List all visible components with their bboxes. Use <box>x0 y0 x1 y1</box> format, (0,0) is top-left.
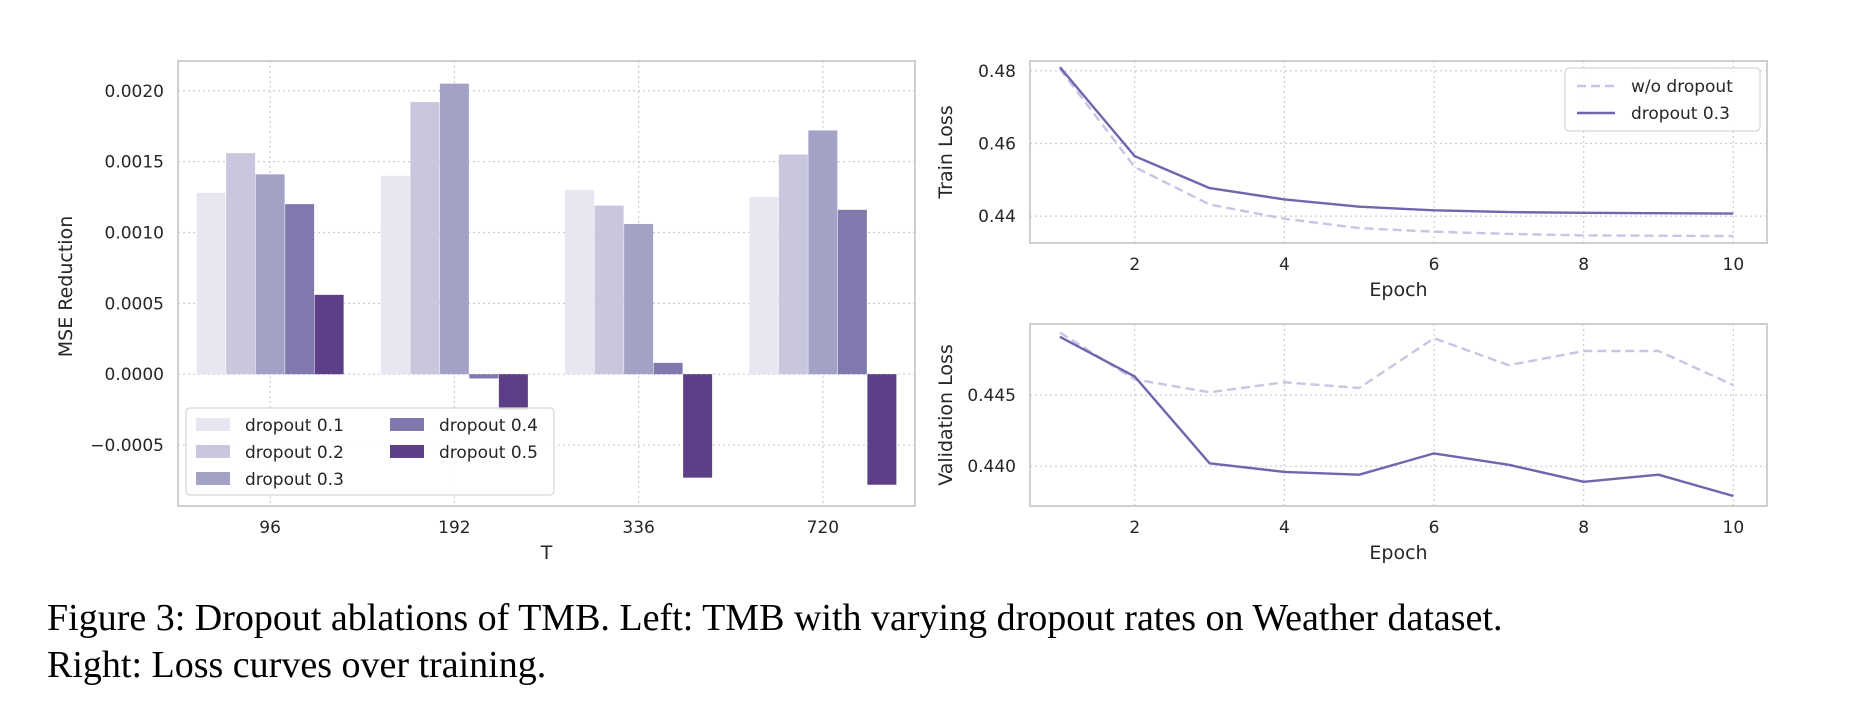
caption-line-2: Right: Loss curves over training. <box>47 644 547 686</box>
legend-label: dropout 0.4 <box>439 416 538 436</box>
x-tick-label: 720 <box>807 518 839 538</box>
bar <box>624 223 654 375</box>
legend-box <box>1564 67 1761 132</box>
y-tick-label: 0.0010 <box>105 223 164 243</box>
x-tick-label: 2 <box>1129 518 1140 538</box>
validation-loss-panel: 2 4 6 8 10 0.440 0.445 Epoch Validation Loss <box>935 323 1768 564</box>
bar <box>683 374 713 478</box>
bar <box>380 175 410 375</box>
legend-label: dropout 0.5 <box>439 443 538 463</box>
plot-frame <box>1029 323 1768 507</box>
bar <box>749 197 779 375</box>
legend-label: dropout 0.1 <box>245 416 344 436</box>
bar <box>653 362 683 375</box>
train-loss-panel: 2 4 6 8 10 0.44 0.46 0.48 Epoch Train Loss w/o dro… <box>935 60 1768 301</box>
series-line <box>1059 331 1734 394</box>
x-tick-label: 6 <box>1429 255 1440 275</box>
x-tick-label: 96 <box>259 518 281 538</box>
series-line <box>1058 66 1734 215</box>
bar <box>196 192 226 375</box>
bar <box>226 153 256 375</box>
y-tick-label: 0.0000 <box>105 365 164 385</box>
legend-swatch <box>196 418 230 431</box>
legend-label: dropout 0.2 <box>245 443 344 463</box>
x-tick-label: 4 <box>1279 518 1290 538</box>
bar <box>808 130 838 375</box>
y-axis-label: Train Loss <box>935 105 957 199</box>
x-axis-label: Epoch <box>1369 542 1427 564</box>
bar <box>867 374 897 485</box>
y-tick-label: 0.48 <box>978 62 1016 82</box>
bar <box>439 83 469 375</box>
bar <box>255 174 285 375</box>
y-tick-label: 0.0015 <box>105 153 164 173</box>
plot-frame <box>1029 60 1768 244</box>
legend: dropout 0.1 dropout 0.2 dropout 0.3 dropout… <box>185 407 555 496</box>
bar <box>778 154 808 375</box>
legend-swatch <box>390 445 424 458</box>
legend-swatch <box>390 418 424 431</box>
x-axis-label: T <box>540 542 553 564</box>
x-axis-label: Epoch <box>1369 279 1427 301</box>
figure: −0.0005 0.0000 0.0005 0.0010 0.0015 0.0020 96 1… <box>55 60 1768 564</box>
x-tick-label: 8 <box>1578 255 1589 275</box>
x-tick-label: 4 <box>1279 255 1290 275</box>
x-tick-label: 6 <box>1429 518 1440 538</box>
bar-chart-panel: −0.0005 0.0000 0.0005 0.0010 0.0015 0.0020 96 1… <box>55 60 916 564</box>
x-tick-label: 2 <box>1129 255 1140 275</box>
bar <box>410 102 440 375</box>
x-tick-label: 10 <box>1723 255 1745 275</box>
legend-label: dropout 0.3 <box>245 470 344 490</box>
plot-frame <box>177 60 916 507</box>
figure-caption: Figure 3: Dropout ablations of TMB. Left… <box>47 595 1827 689</box>
legend-box <box>185 407 555 496</box>
y-tick-label: −0.0005 <box>90 436 164 456</box>
x-tick-label: 336 <box>622 518 654 538</box>
y-axis-label: MSE Reduction <box>55 216 77 357</box>
bar <box>285 204 315 375</box>
legend-label: w/o dropout <box>1631 77 1733 97</box>
bar <box>498 374 528 410</box>
y-axis-label: Validation Loss <box>935 344 957 486</box>
series-line <box>1058 68 1734 238</box>
x-tick-label: 192 <box>438 518 470 538</box>
x-tick-label: 10 <box>1723 518 1745 538</box>
legend-label: dropout 0.3 <box>1631 104 1730 124</box>
y-tick-label: 0.445 <box>967 386 1016 406</box>
series-line <box>1059 335 1734 498</box>
caption-line-1: Figure 3: Dropout ablations of TMB. Left… <box>47 597 1503 639</box>
legend-swatch <box>196 472 230 485</box>
legend-swatch <box>196 445 230 458</box>
bar <box>469 374 499 379</box>
bar <box>594 205 624 375</box>
y-tick-label: 0.46 <box>978 134 1016 154</box>
bar <box>565 189 595 375</box>
x-tick-label: 8 <box>1578 518 1589 538</box>
bar <box>837 209 867 375</box>
y-tick-label: 0.0005 <box>105 294 164 314</box>
y-tick-label: 0.440 <box>967 457 1016 477</box>
legend: w/o dropout dropout 0.3 <box>1564 67 1761 132</box>
y-tick-label: 0.44 <box>978 207 1016 227</box>
bar <box>314 294 344 375</box>
y-tick-label: 0.0020 <box>105 82 164 102</box>
